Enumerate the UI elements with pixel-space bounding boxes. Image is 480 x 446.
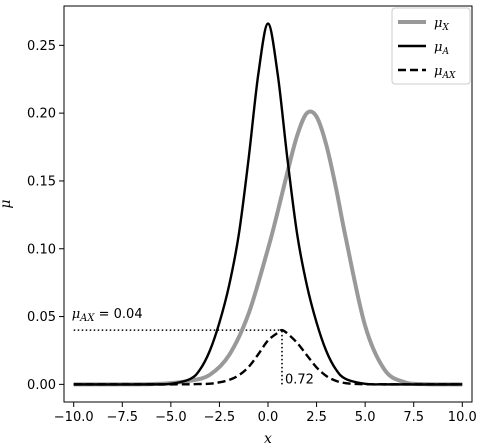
legend-label-x: μX — [434, 16, 449, 33]
series-line-a — [73, 22, 463, 386]
series-line-x — [73, 109, 463, 387]
x-axis-ticks: −10.0 −7.5 −5.0 −2.5 0.0 2.5 5.0 7.5 10.0 — [54, 402, 477, 425]
y-tick-label: 0.05 — [27, 310, 56, 325]
legend-subscript: A — [441, 47, 449, 57]
y-tick-label: 0.20 — [27, 107, 56, 122]
legend-subscript: AX — [441, 71, 455, 81]
series-lines — [73, 22, 463, 387]
annotation-mu-ax-value: μAX = 0.04 — [72, 307, 143, 324]
legend-mu: μ — [434, 64, 442, 79]
legend-mu: μ — [434, 40, 442, 55]
annotation-mu-symbol: μ — [72, 307, 80, 322]
y-axis-ticks: 0.00 0.05 0.10 0.15 0.20 0.25 — [27, 39, 64, 393]
y-tick-label: 0.10 — [27, 242, 56, 257]
x-tick-label: −10.0 — [54, 410, 94, 425]
x-tick-label: −7.5 — [106, 410, 138, 425]
annotations: μAX = 0.04 0.72 — [72, 307, 314, 387]
x-tick-label: 10.0 — [448, 410, 477, 425]
legend-subscript: X — [441, 23, 449, 33]
x-axis-label: x — [264, 431, 272, 446]
legend-mu: μ — [434, 16, 442, 31]
legend-label-a: μA — [434, 40, 449, 57]
series-line-ax — [73, 328, 463, 386]
x-tick-label: 7.5 — [403, 410, 424, 425]
x-tick-label: 0.0 — [258, 410, 279, 425]
x-tick-label: −2.5 — [204, 410, 236, 425]
annotation-x-value: 0.72 — [285, 372, 314, 387]
x-tick-label: 5.0 — [355, 410, 376, 425]
guide-lines — [73, 329, 283, 385]
y-tick-label: 0.00 — [27, 378, 56, 393]
y-axis-label: μ — [0, 199, 14, 208]
x-tick-label: −5.0 — [155, 410, 187, 425]
annotation-mu-subscript: AX — [79, 313, 95, 324]
y-tick-label: 0.25 — [27, 39, 56, 54]
legend-label-ax: μAX — [434, 64, 456, 81]
annotation-mu-rest: = 0.04 — [95, 307, 143, 322]
x-tick-label: 2.5 — [306, 410, 327, 425]
y-tick-label: 0.15 — [27, 174, 56, 189]
legend-box — [391, 7, 471, 85]
